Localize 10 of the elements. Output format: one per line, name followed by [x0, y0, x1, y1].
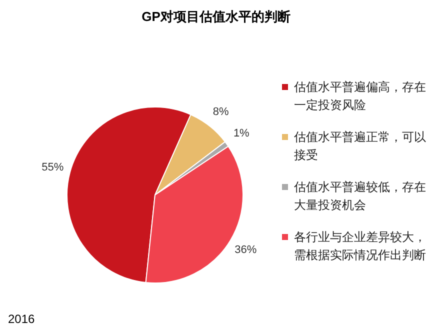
- data-label: 8%: [212, 106, 230, 118]
- text: 2016: [8, 312, 35, 326]
- legend-label: 估值水平普遍正常，可以接受: [294, 129, 427, 164]
- legend-label: 各行业与企业差异较大，需根据实际情况作出判断: [294, 229, 427, 264]
- chart-title: GP对项目估值水平的判断: [140, 8, 292, 26]
- data-label: 36%: [234, 244, 257, 256]
- data-label: 55%: [42, 162, 64, 174]
- legend-label: 估值水平普遍偏高，存在一定投资风险: [294, 79, 427, 114]
- data-label: 1%: [233, 128, 250, 140]
- legend-label: 估值水平普遍较低，存在大量投资机会: [294, 179, 427, 214]
